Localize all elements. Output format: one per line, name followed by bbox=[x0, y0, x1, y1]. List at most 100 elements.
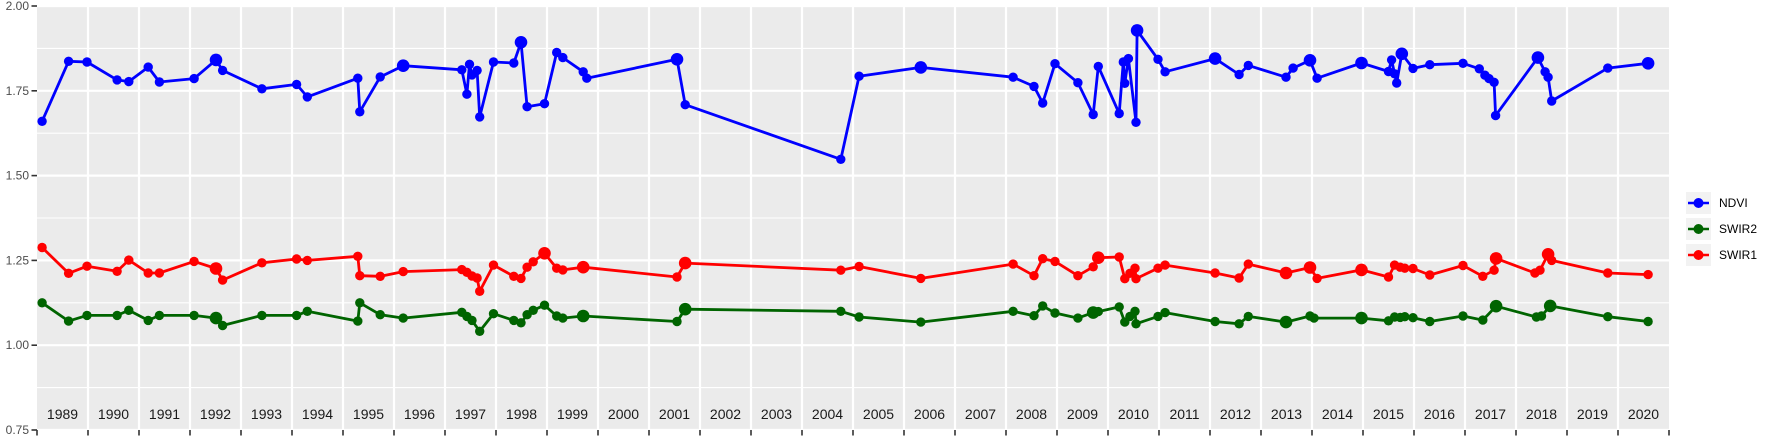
data-point-swir2 bbox=[143, 315, 153, 326]
data-point-ndvi bbox=[1088, 109, 1098, 120]
x-axis-label: 2007 bbox=[965, 406, 996, 422]
data-point-ndvi bbox=[670, 53, 684, 66]
x-axis-label: 2014 bbox=[1322, 406, 1353, 422]
data-point-ndvi bbox=[488, 57, 499, 67]
x-axis-label: 1989 bbox=[47, 406, 78, 422]
x-axis-label: 1991 bbox=[149, 406, 180, 422]
x-axis-label: 2006 bbox=[914, 406, 945, 422]
data-point-ndvi bbox=[1312, 73, 1322, 83]
data-point-swir2 bbox=[1425, 316, 1435, 327]
data-point-swir2 bbox=[353, 316, 363, 326]
data-point-swir1 bbox=[257, 258, 267, 268]
data-point-ndvi bbox=[1123, 53, 1134, 64]
data-point-ndvi bbox=[291, 79, 302, 90]
data-point-swir2 bbox=[854, 312, 864, 322]
data-point-swir2 bbox=[1093, 306, 1104, 317]
data-point-swir1 bbox=[1153, 263, 1163, 273]
x-axis-label: 2008 bbox=[1016, 406, 1047, 422]
data-point-ndvi bbox=[1114, 108, 1124, 119]
legend-glyph bbox=[1688, 250, 1709, 260]
legend-label-swir1: SWIR1 bbox=[1719, 248, 1758, 262]
data-point-ndvi bbox=[217, 65, 228, 76]
legend-label-swir2: SWIR2 bbox=[1719, 222, 1758, 236]
data-point-ndvi bbox=[1160, 67, 1170, 77]
data-point-swir1 bbox=[189, 256, 199, 267]
data-point-swir1 bbox=[528, 257, 538, 267]
data-point-ndvi bbox=[1130, 24, 1144, 37]
data-point-swir1 bbox=[1303, 261, 1317, 274]
data-point-swir1 bbox=[1408, 263, 1418, 274]
data-point-ndvi bbox=[63, 56, 74, 66]
data-point-swir1 bbox=[558, 265, 568, 275]
legend-point bbox=[1693, 250, 1704, 260]
data-point-swir1 bbox=[1130, 263, 1140, 273]
data-point-ndvi bbox=[1408, 63, 1418, 74]
legend-item-swir1: SWIR1 bbox=[1686, 244, 1757, 266]
legend-point bbox=[1693, 198, 1704, 208]
data-point-ndvi bbox=[302, 92, 312, 102]
data-point-swir1 bbox=[1383, 272, 1394, 282]
data-point-ndvi bbox=[680, 100, 690, 110]
x-axis-label: 2001 bbox=[659, 406, 690, 422]
x-axis-label: 2013 bbox=[1271, 406, 1302, 422]
data-point-swir1 bbox=[509, 271, 519, 281]
data-point-swir2 bbox=[1536, 311, 1547, 321]
data-point-swir2 bbox=[1008, 306, 1018, 316]
data-point-ndvi bbox=[112, 75, 122, 85]
data-point-swir1 bbox=[916, 273, 926, 284]
data-point-swir1 bbox=[1088, 262, 1098, 272]
x-axis-label: 1995 bbox=[353, 406, 384, 422]
data-point-swir1 bbox=[1643, 269, 1653, 280]
data-point-swir1 bbox=[1114, 252, 1124, 262]
data-point-swir1 bbox=[375, 271, 385, 281]
x-axis-label: 2017 bbox=[1475, 406, 1506, 422]
data-point-swir2 bbox=[82, 310, 92, 321]
data-point-ndvi bbox=[1234, 69, 1244, 80]
data-point-swir1 bbox=[143, 268, 153, 278]
data-point-swir2 bbox=[678, 302, 692, 316]
data-point-ndvi bbox=[209, 53, 223, 67]
data-point-swir1 bbox=[678, 256, 692, 270]
data-point-ndvi bbox=[836, 154, 846, 164]
data-point-swir2 bbox=[539, 300, 550, 310]
data-point-ndvi bbox=[1543, 72, 1553, 82]
data-point-ndvi bbox=[1425, 59, 1435, 70]
data-point-swir1 bbox=[854, 261, 864, 272]
data-point-ndvi bbox=[1489, 77, 1499, 88]
data-point-swir1 bbox=[209, 262, 223, 275]
x-axis-label: 2020 bbox=[1628, 406, 1659, 422]
data-point-ndvi bbox=[396, 59, 410, 72]
data-point-swir1 bbox=[398, 266, 408, 277]
data-point-ndvi bbox=[475, 112, 485, 122]
data-point-swir1 bbox=[1400, 263, 1410, 273]
legend-label-ndvi: NDVI bbox=[1719, 196, 1748, 210]
data-point-ndvi bbox=[1458, 58, 1468, 68]
data-point-swir1 bbox=[1425, 270, 1435, 280]
y-axis-label: 2.00 bbox=[6, 0, 30, 13]
data-point-swir1 bbox=[538, 247, 551, 260]
data-point-ndvi bbox=[1386, 55, 1397, 65]
data-point-swir2 bbox=[1038, 301, 1048, 311]
data-point-ndvi bbox=[464, 59, 475, 69]
x-axis-label: 2010 bbox=[1118, 406, 1149, 422]
data-point-swir2 bbox=[375, 310, 385, 320]
data-point-swir2 bbox=[112, 310, 122, 321]
data-point-swir2 bbox=[1050, 308, 1060, 318]
data-point-ndvi bbox=[1029, 81, 1039, 92]
data-point-swir2 bbox=[209, 311, 223, 325]
x-axis-label: 2009 bbox=[1067, 406, 1098, 422]
data-point-swir2 bbox=[1603, 312, 1613, 322]
data-point-ndvi bbox=[514, 36, 528, 49]
data-point-swir2 bbox=[1160, 307, 1170, 318]
legend-glyph bbox=[1688, 224, 1709, 234]
data-point-swir2 bbox=[1114, 302, 1124, 312]
x-axis-label: 1993 bbox=[251, 406, 282, 422]
data-point-swir1 bbox=[1547, 255, 1557, 266]
data-point-swir2 bbox=[1543, 299, 1557, 313]
x-axis-label: 2004 bbox=[812, 406, 843, 422]
data-point-swir2 bbox=[1643, 316, 1653, 327]
data-point-swir1 bbox=[1038, 254, 1048, 264]
data-point-ndvi bbox=[582, 73, 592, 83]
x-axis-label: 2011 bbox=[1169, 406, 1199, 422]
data-point-swir2 bbox=[37, 298, 47, 308]
